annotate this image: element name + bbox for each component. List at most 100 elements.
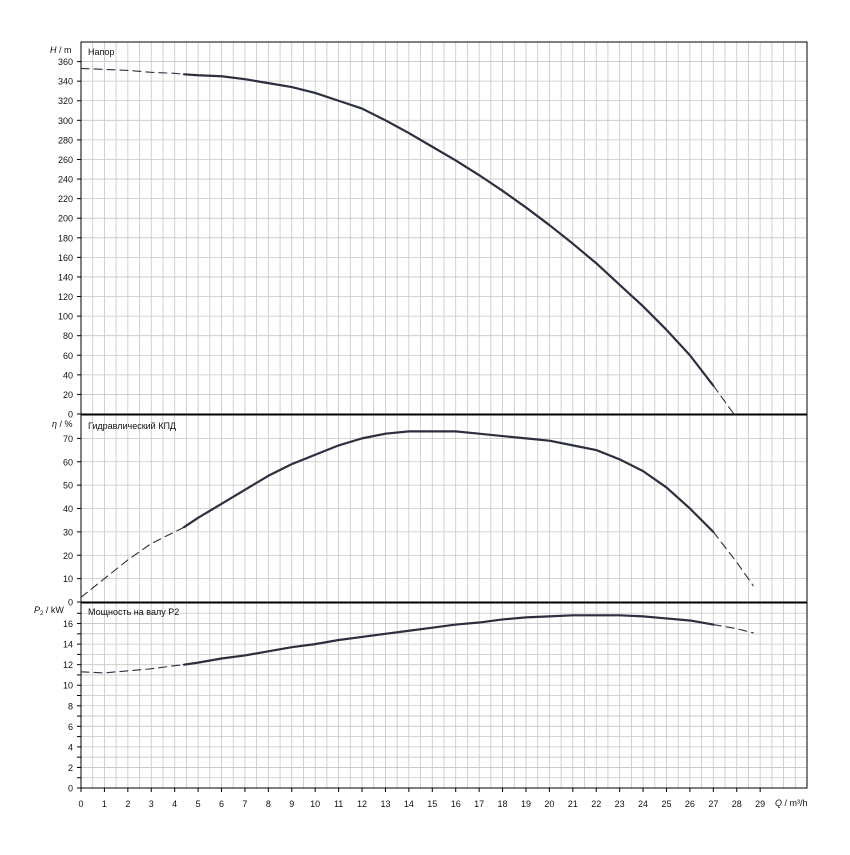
head-y-tick-label: 340 [58, 77, 73, 87]
head-curve-solid [182, 73, 715, 387]
power-curve-solid [182, 614, 715, 666]
x-tick-label: 14 [404, 799, 414, 809]
x-tick-label: 0 [78, 799, 83, 809]
x-tick-label: 20 [544, 799, 554, 809]
efficiency-y-tick-label: 50 [63, 481, 73, 491]
x-tick-label: 23 [615, 799, 625, 809]
x-tick-label: 5 [196, 799, 201, 809]
efficiency-curve-dashed [712, 531, 754, 587]
head-y-tick-label: 80 [63, 331, 73, 341]
power-axis-sep: / [43, 605, 51, 615]
x-axis-unit: m³/h [790, 798, 808, 808]
power-y-tick-label: 6 [68, 722, 73, 732]
head-axis-sep: / [57, 45, 65, 55]
power-y-tick-label: 10 [63, 681, 73, 691]
power-axis-symbol: P [34, 605, 40, 615]
power-y-tick-label: 4 [68, 742, 73, 752]
label-layer: Напор Гидравлический КПД Мощность на вал… [34, 45, 808, 808]
x-tick-label: 11 [334, 799, 343, 809]
x-tick-label: 24 [638, 799, 648, 809]
head-y-tick-label: 260 [58, 155, 73, 165]
head-y-tick-label: 140 [58, 272, 73, 282]
head-curve-dashed [712, 385, 735, 414]
head-y-tick-label: 240 [58, 175, 73, 185]
head-axis-symbol: H [50, 45, 57, 55]
head-y-tick-label: 20 [63, 390, 73, 400]
head-axis-unit: m [64, 45, 72, 55]
head-y-tick-label: 120 [58, 292, 73, 302]
x-tick-label: 1 [102, 799, 107, 809]
x-tick-label: 21 [568, 799, 578, 809]
head-y-tick-label: 100 [58, 312, 73, 322]
x-tick-label: 22 [591, 799, 601, 809]
head-y-tick-label: 0 [68, 410, 73, 420]
head-axis-label: H / m [50, 45, 72, 55]
head-y-tick-label: 40 [63, 370, 73, 380]
x-tick-label: 9 [289, 799, 294, 809]
x-tick-label: 18 [498, 799, 508, 809]
x-tick-label: 25 [661, 799, 671, 809]
x-tick-label: 15 [427, 799, 437, 809]
x-tick-label: 8 [266, 799, 271, 809]
efficiency-y-tick-label: 60 [63, 457, 73, 467]
x-axis-symbol: Q [775, 798, 782, 808]
efficiency-panel-title: Гидравлический КПД [88, 421, 176, 431]
power-axis-subscript: 2 [40, 611, 44, 617]
x-tick-label: 6 [219, 799, 224, 809]
head-y-tick-label: 220 [58, 194, 73, 204]
head-panel-frame [80, 41, 808, 415]
x-tick-label: 28 [732, 799, 742, 809]
curve-layer [81, 67, 754, 674]
head-y-tick-label: 180 [58, 233, 73, 243]
efficiency-y-tick-label: 20 [63, 551, 73, 561]
efficiency-axis-label: η / % [52, 419, 73, 429]
x-tick-label: 2 [125, 799, 130, 809]
power-y-tick-label: 16 [63, 619, 73, 629]
x-axis-label: Q / m³/h [775, 798, 808, 808]
x-tick-label: 4 [172, 799, 177, 809]
power-curve-dashed [712, 624, 754, 634]
head-y-tick-label: 300 [58, 116, 73, 126]
x-tick-label: 3 [149, 799, 154, 809]
efficiency-y-tick-label: 40 [63, 504, 73, 514]
head-panel-title: Напор [88, 47, 114, 57]
efficiency-axis-unit: % [65, 419, 73, 429]
power-y-tick-label: 14 [63, 640, 73, 650]
power-panel-title: Мощность на валу P2 [88, 607, 179, 617]
head-y-tick-label: 160 [58, 253, 73, 263]
x-tick-label: 17 [474, 799, 484, 809]
x-tick-label: 16 [451, 799, 461, 809]
head-y-tick-label: 320 [58, 96, 73, 106]
head-y-tick-label: 280 [58, 135, 73, 145]
power-curve-dashed [81, 664, 185, 674]
x-tick-label: 7 [242, 799, 247, 809]
efficiency-panel-frame [80, 414, 808, 603]
x-tick-label: 19 [521, 799, 531, 809]
x-tick-label: 10 [310, 799, 320, 809]
power-y-tick-label: 2 [68, 763, 73, 773]
efficiency-axis-symbol: η [52, 419, 57, 429]
efficiency-y-tick-label: 30 [63, 527, 73, 537]
efficiency-axis-sep: / [57, 419, 65, 429]
power-y-tick-label: 12 [63, 660, 73, 670]
x-axis-sep: / [782, 798, 790, 808]
efficiency-curve-dashed [81, 526, 185, 598]
efficiency-y-tick-label: 70 [63, 434, 73, 444]
x-tick-label: 27 [708, 799, 718, 809]
x-tick-label: 13 [380, 799, 390, 809]
head-y-tick-label: 60 [63, 351, 73, 361]
power-panel-frame [80, 602, 808, 789]
x-tick-label: 29 [755, 799, 765, 809]
x-tick-label: 26 [685, 799, 695, 809]
efficiency-y-tick-label: 0 [68, 598, 73, 608]
power-y-tick-label: 0 [68, 784, 73, 794]
head-curve-dashed [81, 67, 185, 75]
head-y-tick-label: 360 [58, 57, 73, 67]
efficiency-curve-solid [182, 430, 715, 533]
efficiency-y-tick-label: 10 [63, 574, 73, 584]
axis-layer: 0 1 2 3 4 5 6 7 8 9 10 11 12 13 14 15 16 17 18 19 20 21 22 23 24… [58, 41, 808, 809]
power-axis-unit: kW [51, 605, 65, 615]
power-y-tick-label: 8 [68, 701, 73, 711]
